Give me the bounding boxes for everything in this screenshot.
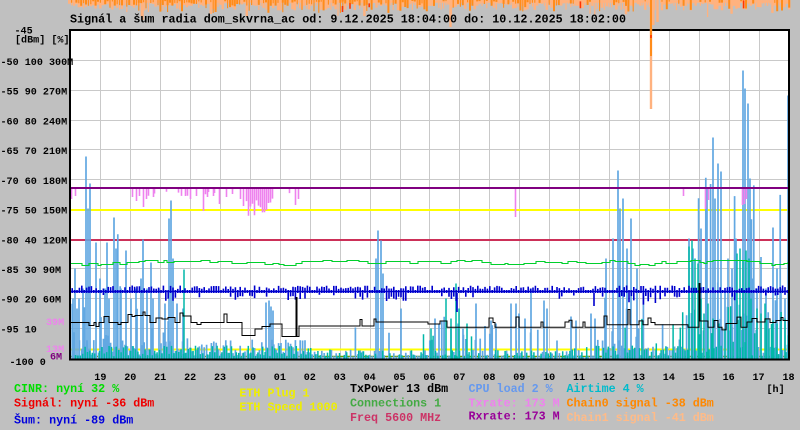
svg-text:10: 10 bbox=[543, 373, 555, 384]
svg-text:12: 12 bbox=[603, 373, 615, 384]
svg-text:-95 10: -95 10 bbox=[1, 325, 37, 336]
svg-text:Chain0 signal -38 dBm: Chain0 signal -38 dBm bbox=[567, 397, 714, 411]
svg-text:CPU load 2 %: CPU load 2 % bbox=[469, 382, 554, 396]
svg-text:-45: -45 bbox=[15, 27, 33, 38]
svg-text:06: 06 bbox=[423, 373, 435, 384]
svg-text:05: 05 bbox=[394, 373, 406, 384]
svg-text:6M: 6M bbox=[50, 353, 62, 364]
svg-text:-85 30 90M: -85 30 90M bbox=[1, 266, 62, 277]
svg-text:Freq 5600 MHz: Freq 5600 MHz bbox=[350, 411, 441, 425]
svg-text:CINR: nyní 32 %: CINR: nyní 32 % bbox=[14, 382, 120, 396]
svg-text:04: 04 bbox=[364, 373, 376, 384]
svg-text:13M: 13M bbox=[46, 345, 64, 356]
svg-text:21: 21 bbox=[154, 373, 166, 384]
svg-text:11: 11 bbox=[573, 373, 585, 384]
svg-text:-55 90 270M: -55 90 270M bbox=[1, 88, 68, 99]
svg-text:Šum: nyní -89 dBm: Šum: nyní -89 dBm bbox=[14, 414, 133, 428]
svg-text:00: 00 bbox=[244, 373, 256, 384]
svg-text:Airtime 4 %: Airtime 4 % bbox=[567, 382, 645, 396]
svg-text:13: 13 bbox=[633, 373, 645, 384]
svg-text:22: 22 bbox=[184, 373, 196, 384]
svg-text:23: 23 bbox=[214, 373, 226, 384]
svg-text:-100 0: -100 0 bbox=[10, 358, 46, 369]
svg-text:-65 70 210M: -65 70 210M bbox=[1, 147, 68, 158]
svg-text:20: 20 bbox=[124, 373, 136, 384]
svg-text:03: 03 bbox=[334, 373, 346, 384]
svg-text:01: 01 bbox=[274, 373, 286, 384]
svg-text:09: 09 bbox=[513, 373, 525, 384]
svg-text:Txrate: 173 M: Txrate: 173 M bbox=[469, 397, 560, 411]
svg-text:ETH Speed 1000: ETH Speed 1000 bbox=[239, 401, 337, 415]
svg-text:15: 15 bbox=[693, 373, 705, 384]
svg-text:[h]: [h] bbox=[767, 384, 785, 396]
svg-text:19: 19 bbox=[94, 373, 106, 384]
svg-text:Chain1 signal -41 dBm: Chain1 signal -41 dBm bbox=[567, 411, 714, 425]
svg-text:02: 02 bbox=[304, 373, 316, 384]
svg-text:16: 16 bbox=[723, 373, 735, 384]
svg-text:-60 80 240M: -60 80 240M bbox=[1, 117, 68, 128]
svg-text:TxPower 13 dBm: TxPower 13 dBm bbox=[350, 382, 448, 396]
svg-text:[dBm] [%]: [dBm] [%] bbox=[15, 35, 70, 47]
svg-text:ETH Plug 1: ETH Plug 1 bbox=[239, 387, 309, 401]
svg-text:08: 08 bbox=[483, 373, 495, 384]
svg-text:Connections 1: Connections 1 bbox=[350, 397, 441, 411]
svg-text:18: 18 bbox=[783, 373, 795, 384]
svg-text:Signál: nyní -36 dBm: Signál: nyní -36 dBm bbox=[14, 397, 154, 411]
svg-text:-50 100 300M: -50 100 300M bbox=[1, 58, 74, 69]
svg-text:07: 07 bbox=[453, 373, 465, 384]
svg-text:-75 50 150M: -75 50 150M bbox=[1, 207, 68, 218]
svg-text:17: 17 bbox=[753, 373, 765, 384]
svg-text:39M: 39M bbox=[46, 318, 64, 329]
svg-text:-80 40 120M: -80 40 120M bbox=[1, 236, 68, 247]
svg-text:Rxrate: 173 M: Rxrate: 173 M bbox=[469, 410, 560, 424]
svg-text:Signál a šum radia dom_skvrna_: Signál a šum radia dom_skvrna_ac od: 9.1… bbox=[70, 14, 626, 27]
svg-text:-70 60 180M: -70 60 180M bbox=[1, 177, 68, 188]
svg-text:-90 20 60M: -90 20 60M bbox=[1, 296, 62, 307]
svg-text:14: 14 bbox=[663, 373, 675, 384]
